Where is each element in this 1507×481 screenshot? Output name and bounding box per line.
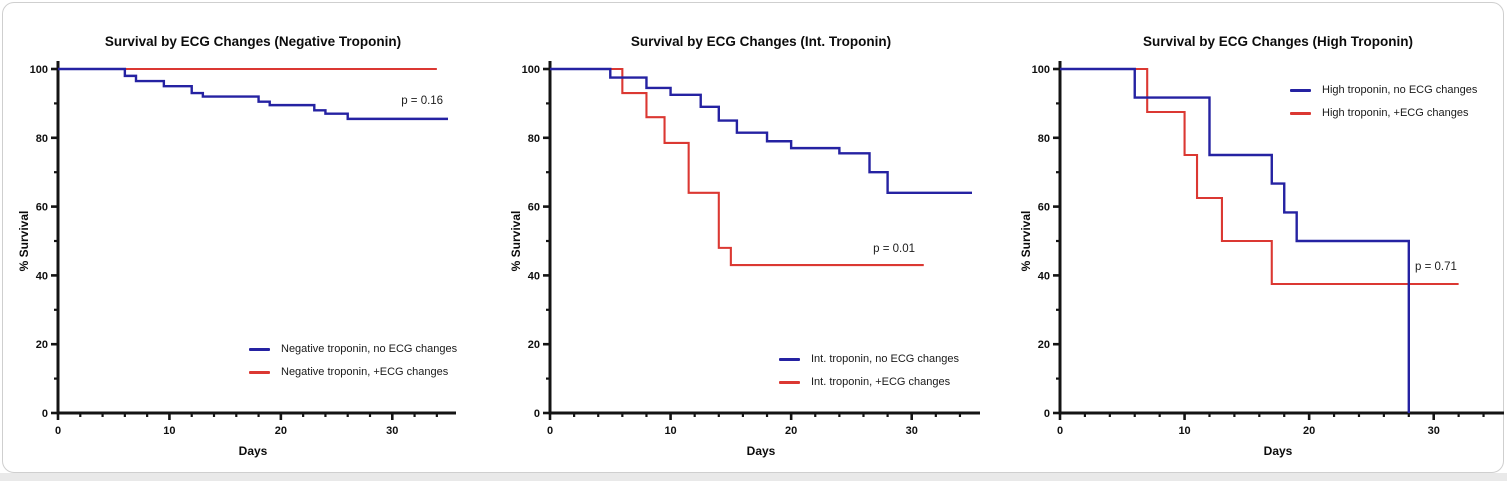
svg-text:20: 20 [36,339,48,351]
svg-text:20: 20 [1303,425,1315,437]
legend: Negative troponin, no ECG changes Negati… [249,343,457,389]
svg-text:10: 10 [163,425,175,437]
svg-text:0: 0 [534,408,540,420]
y-axis-label: % Survival [1019,210,1033,272]
blue-line-swatch [249,347,270,351]
legend-item-no-ecg-changes: High troponin, no ECG changes [1290,84,1477,96]
x-axis-label: Days [238,444,268,458]
svg-text:20: 20 [275,425,287,437]
svg-text:0: 0 [1057,425,1063,437]
legend-label: High troponin, no ECG changes [1322,84,1478,96]
svg-text:0: 0 [55,425,61,437]
svg-text:100: 100 [30,64,48,76]
figure-card: 0 10 20 30 0 20 40 60 80 100 Survival by ECG Chan… [2,2,1504,473]
x-axis-label: Days [746,444,776,458]
svg-text:80: 80 [1038,133,1050,145]
blue-line-swatch [779,357,800,361]
legend-label: Negative troponin, +ECG changes [281,366,449,378]
legend-item-no-ecg-changes: Negative troponin, no ECG changes [249,343,457,355]
svg-text:40: 40 [528,270,540,282]
red-line-swatch [1290,111,1311,115]
legend-label: Negative troponin, no ECG changes [281,343,458,355]
legend-item-plus-ecg-changes: High troponin, +ECG changes [1290,107,1477,119]
svg-text:0: 0 [1044,408,1050,420]
legend-label: Int. troponin, +ECG changes [811,376,951,388]
svg-text:10: 10 [664,425,676,437]
legend: High troponin, no ECG changes High tropo… [1290,84,1477,130]
svg-text:60: 60 [1038,202,1050,214]
panel-intermediate-troponin: 0 10 20 30 0 20 40 60 80 100 Survival by ECG Chan… [505,3,1007,472]
page-background-strip [0,473,1507,481]
km-plot-negative-troponin: 0 10 20 30 0 20 40 60 80 100 [30,61,456,437]
svg-text:60: 60 [36,202,48,214]
chart-title: Survival by ECG Changes (Negative Tropon… [104,34,402,49]
red-line-swatch [249,370,270,374]
legend-label: Int. troponin, no ECG changes [811,353,959,365]
blue-line-swatch [1290,88,1311,92]
km-plot-high-troponin: 0 10 20 30 0 20 40 60 80 100 [1032,61,1504,437]
km-plot-intermediate-troponin: 0 10 20 30 0 20 40 60 80 100 [522,61,980,437]
y-axis-label: % Survival [509,210,523,272]
svg-text:20: 20 [528,339,540,351]
svg-text:80: 80 [36,133,48,145]
panel-negative-troponin: 0 10 20 30 0 20 40 60 80 100 Survival by ECG Chan… [3,3,505,472]
legend-label: High troponin, +ECG changes [1322,107,1469,119]
panel-high-troponin: 0 10 20 30 0 20 40 60 80 100 Survival by ECG Chan… [1007,3,1507,472]
y-axis-label: % Survival [17,210,31,272]
svg-text:10: 10 [1178,425,1190,437]
svg-text:40: 40 [1038,270,1050,282]
legend: Int. troponin, no ECG changes Int. tropo… [779,353,959,399]
svg-text:20: 20 [1038,339,1050,351]
legend-item-no-ecg-changes: Int. troponin, no ECG changes [779,353,959,365]
svg-text:30: 30 [386,425,398,437]
legend-item-plus-ecg-changes: Int. troponin, +ECG changes [779,376,959,388]
svg-text:80: 80 [528,133,540,145]
p-value-annotation: p = 0.71 [1415,260,1457,273]
svg-text:100: 100 [1032,64,1050,76]
chart-title: Survival by ECG Changes (Int. Troponin) [630,34,892,49]
svg-text:40: 40 [36,270,48,282]
svg-text:60: 60 [528,202,540,214]
svg-text:0: 0 [42,408,48,420]
svg-text:30: 30 [906,425,918,437]
chart-title: Survival by ECG Changes (High Troponin) [1142,34,1414,49]
legend-item-plus-ecg-changes: Negative troponin, +ECG changes [249,366,457,378]
red-line-swatch [779,380,800,384]
svg-text:30: 30 [1428,425,1440,437]
x-axis-label: Days [1263,444,1293,458]
p-value-annotation: p = 0.01 [873,243,916,256]
p-value-annotation: p = 0.16 [401,95,444,108]
svg-text:100: 100 [522,64,540,76]
svg-text:20: 20 [785,425,797,437]
svg-text:0: 0 [547,425,553,437]
